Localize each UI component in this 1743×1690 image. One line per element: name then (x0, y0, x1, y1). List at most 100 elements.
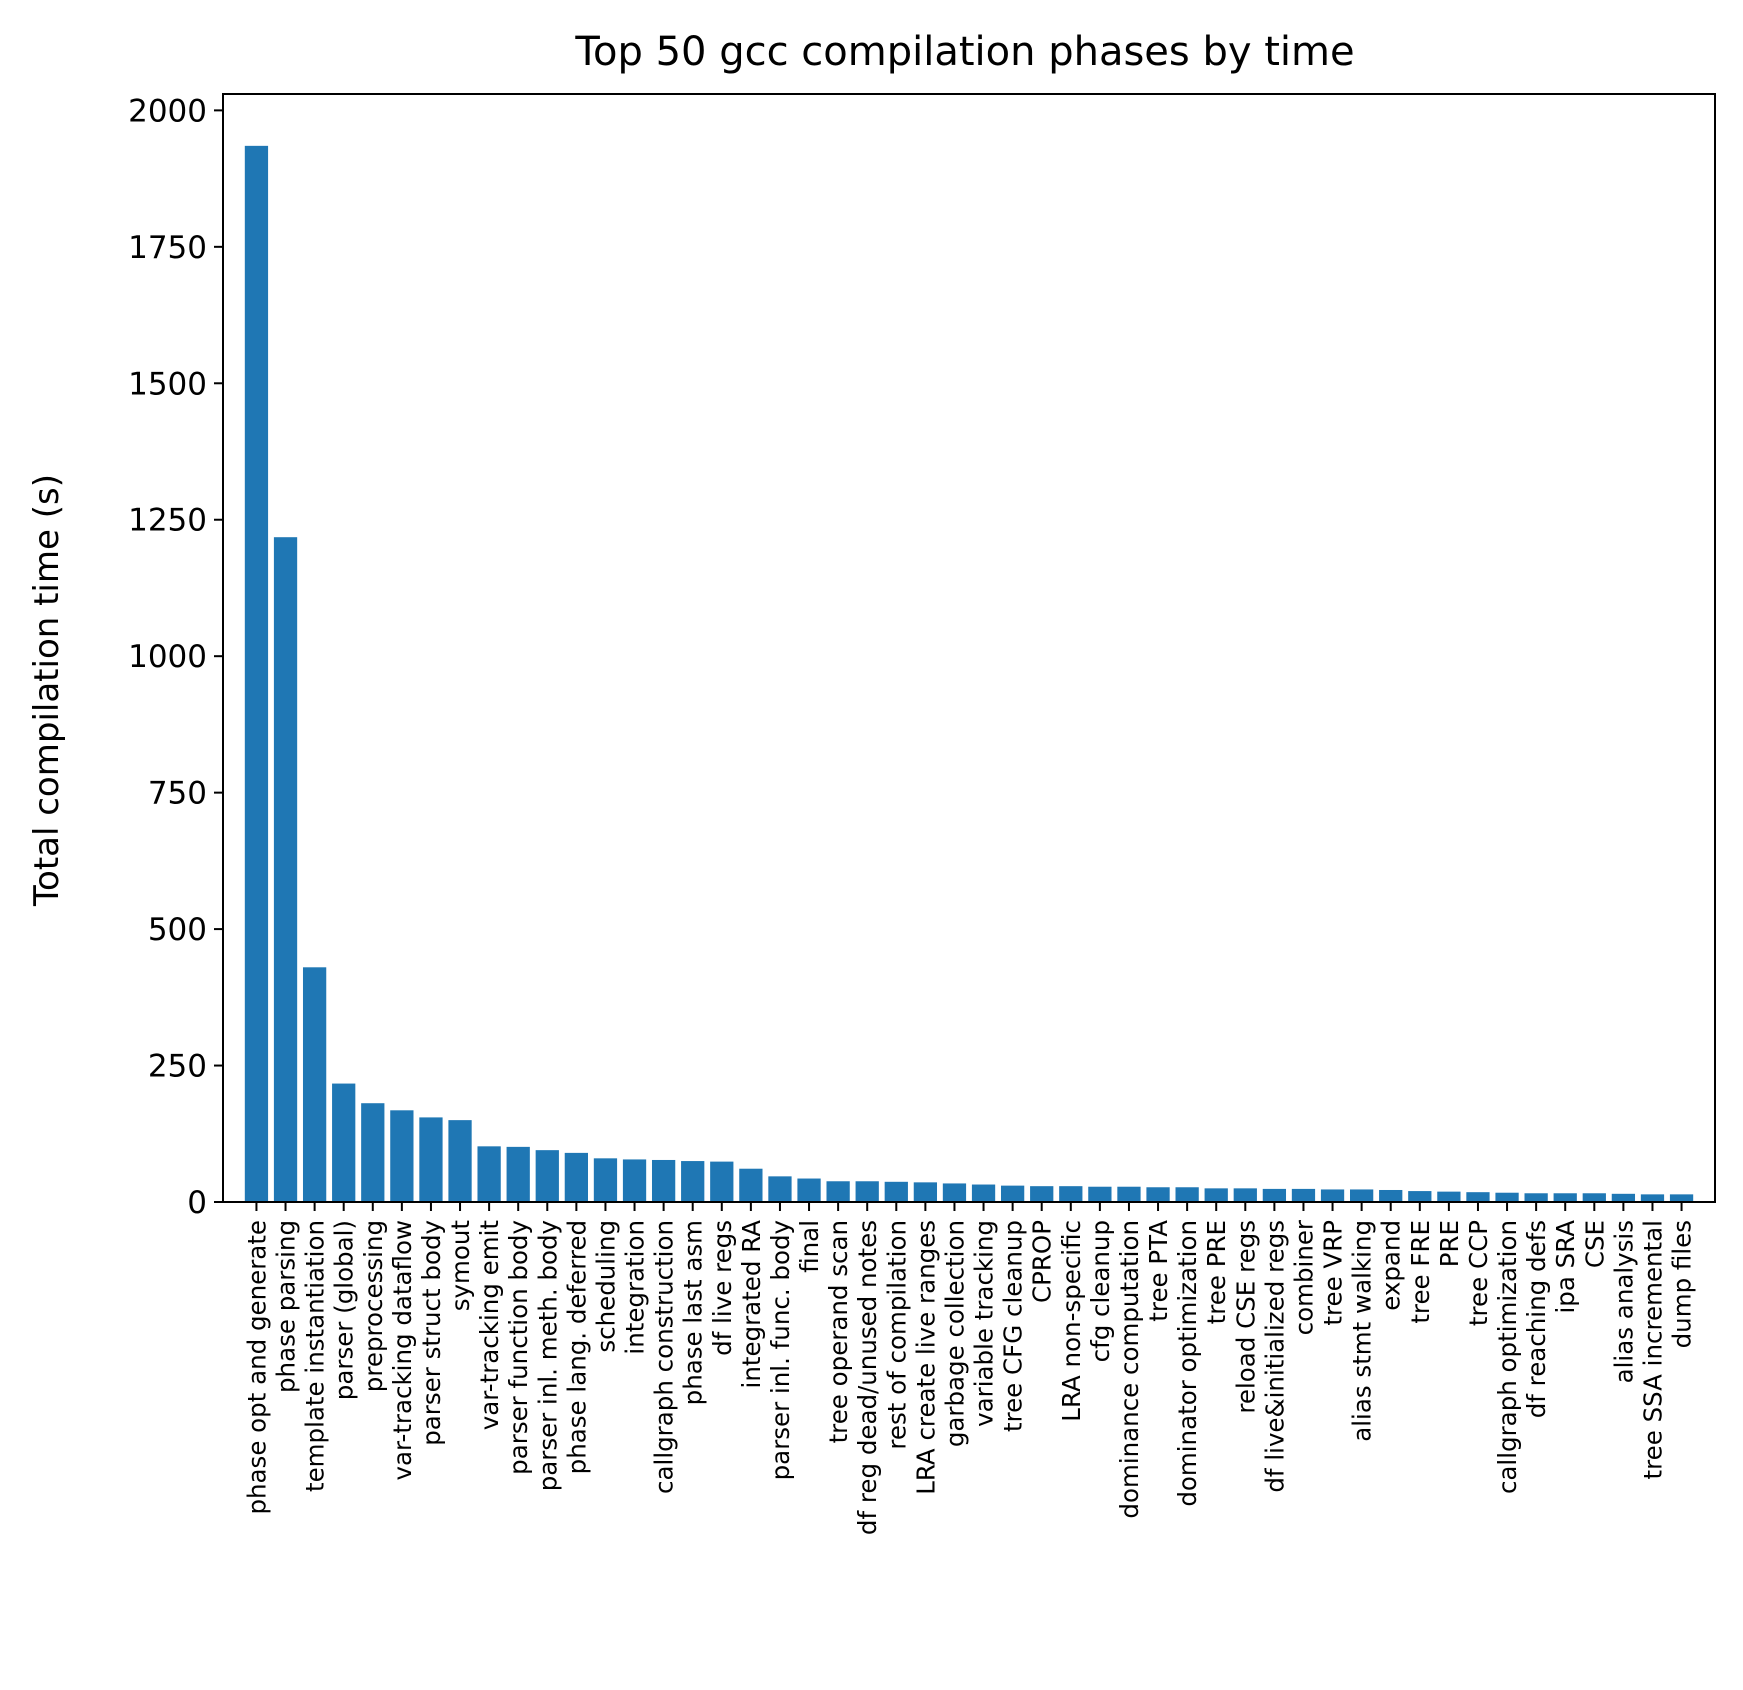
bar (332, 1083, 356, 1202)
bar (477, 1146, 501, 1202)
bar (1233, 1188, 1257, 1202)
x-tick-label: integration (621, 1220, 650, 1355)
bar (768, 1176, 792, 1202)
bar (942, 1183, 967, 1202)
x-tick-label: parser function body (504, 1220, 533, 1475)
bar (971, 1184, 996, 1202)
bar (593, 1158, 618, 1202)
bar (1640, 1194, 1665, 1202)
bar (622, 1159, 647, 1202)
bar (1611, 1193, 1636, 1202)
bar (739, 1168, 763, 1202)
bar (1146, 1187, 1170, 1202)
bar (884, 1181, 908, 1202)
x-tick-label: template instantiation (301, 1220, 330, 1492)
bar (390, 1110, 414, 1202)
bar (1379, 1189, 1403, 1202)
x-tick-label: phase opt and generate (242, 1220, 271, 1515)
bar (681, 1161, 705, 1202)
y-tick-label: 500 (148, 912, 207, 948)
x-tick-label: garbage collection (940, 1220, 969, 1447)
bar (1553, 1193, 1577, 1202)
x-tick-label: alias analysis (1609, 1220, 1638, 1383)
x-tick-label: df reaching defs (1522, 1220, 1551, 1418)
bar (1204, 1188, 1228, 1202)
bar (361, 1103, 385, 1202)
x-tick-label: tree CCP (1464, 1220, 1493, 1326)
bar (506, 1146, 530, 1202)
x-tick-label: LRA create live ranges (911, 1220, 940, 1495)
bar (1466, 1192, 1490, 1202)
bars (244, 145, 1694, 1203)
bar (826, 1181, 850, 1202)
x-tick-label: dominator optimization (1173, 1220, 1202, 1507)
bar (535, 1150, 559, 1202)
bar (855, 1181, 879, 1202)
bar (1437, 1191, 1461, 1202)
bar (1059, 1186, 1083, 1202)
x-tick-label: CPROP (1028, 1220, 1057, 1303)
bar (651, 1159, 676, 1202)
y-tick-label: 750 (148, 776, 207, 812)
chart-title: Top 50 gcc compilation phases by time (574, 29, 1354, 75)
bar (1117, 1186, 1141, 1202)
x-tick-label: preprocessing (359, 1220, 388, 1392)
x-tick-label: ipa SRA (1551, 1220, 1580, 1314)
bar (1320, 1189, 1345, 1202)
x-tick-label: df reg dead/unused notes (853, 1220, 882, 1535)
x-tick-label: expand (1377, 1220, 1406, 1311)
x-tick-label: df live regs (708, 1220, 737, 1356)
x-tick-label: final (795, 1220, 824, 1273)
x-tick-label: LRA non-specific (1057, 1220, 1086, 1422)
bar (1291, 1188, 1316, 1202)
bar (1262, 1188, 1287, 1202)
bar (302, 967, 327, 1202)
x-tick-label: alias stmt walking (1348, 1220, 1377, 1442)
bar (1350, 1189, 1374, 1202)
x-tick-label: callgraph construction (650, 1220, 679, 1494)
x-tick-label: combiner (1289, 1219, 1318, 1335)
y-tick-label: 1500 (128, 366, 207, 402)
y-axis-ticks: 0 250 500 750 1000 1250 1500 1750 2000 (128, 93, 223, 1221)
y-tick-label: 0 (187, 1185, 207, 1221)
x-tick-label: parser inl. func. body (766, 1220, 795, 1480)
x-tick-label: CSE (1580, 1220, 1609, 1268)
bar (913, 1182, 938, 1202)
x-tick-label: symout (446, 1220, 475, 1312)
bar (419, 1117, 443, 1202)
x-tick-label: parser inl. meth. body (533, 1220, 562, 1491)
x-tick-label: parser (global) (330, 1220, 359, 1400)
x-tick-label: integrated RA (737, 1220, 766, 1389)
x-tick-label: variable tracking (970, 1220, 999, 1427)
bar (273, 537, 298, 1202)
x-tick-label: tree VRP (1319, 1220, 1348, 1326)
plot-frame (222, 93, 1716, 1203)
y-axis-label: Total compilation time (s) (27, 474, 67, 907)
x-tick-label: phase lang. deferred (562, 1220, 591, 1474)
x-tick-label: callgraph optimization (1493, 1220, 1522, 1494)
x-tick-label: PRE (1435, 1220, 1464, 1267)
x-tick-label: var-tracking emit (475, 1220, 504, 1431)
x-tick-label: tree SSA incremental (1638, 1220, 1667, 1480)
x-tick-label: rest of compilation (882, 1220, 911, 1450)
x-axis-ticks: phase opt and generate phase parsing templ… (242, 1202, 1697, 1535)
x-tick-label: df live&initialized regs (1260, 1220, 1289, 1493)
bar (1495, 1192, 1519, 1202)
x-tick-label: tree PTA (1144, 1220, 1173, 1322)
y-tick-label: 2000 (128, 93, 207, 129)
bar (448, 1120, 472, 1202)
x-tick-label: dump files (1668, 1220, 1697, 1348)
y-tick-label: 1000 (128, 639, 207, 675)
bar (1582, 1193, 1606, 1202)
x-tick-label: phase last asm (679, 1220, 708, 1405)
bar (1030, 1186, 1054, 1202)
x-tick-label: cfg cleanup (1086, 1220, 1115, 1362)
x-tick-label: tree FRE (1406, 1220, 1435, 1324)
x-tick-label: phase parsing (272, 1220, 301, 1393)
bar (1175, 1187, 1199, 1202)
y-tick-label: 1250 (128, 503, 207, 539)
bar (710, 1161, 734, 1202)
x-tick-label: tree operand scan (824, 1220, 853, 1443)
x-tick-label: tree PRE (1202, 1220, 1231, 1324)
